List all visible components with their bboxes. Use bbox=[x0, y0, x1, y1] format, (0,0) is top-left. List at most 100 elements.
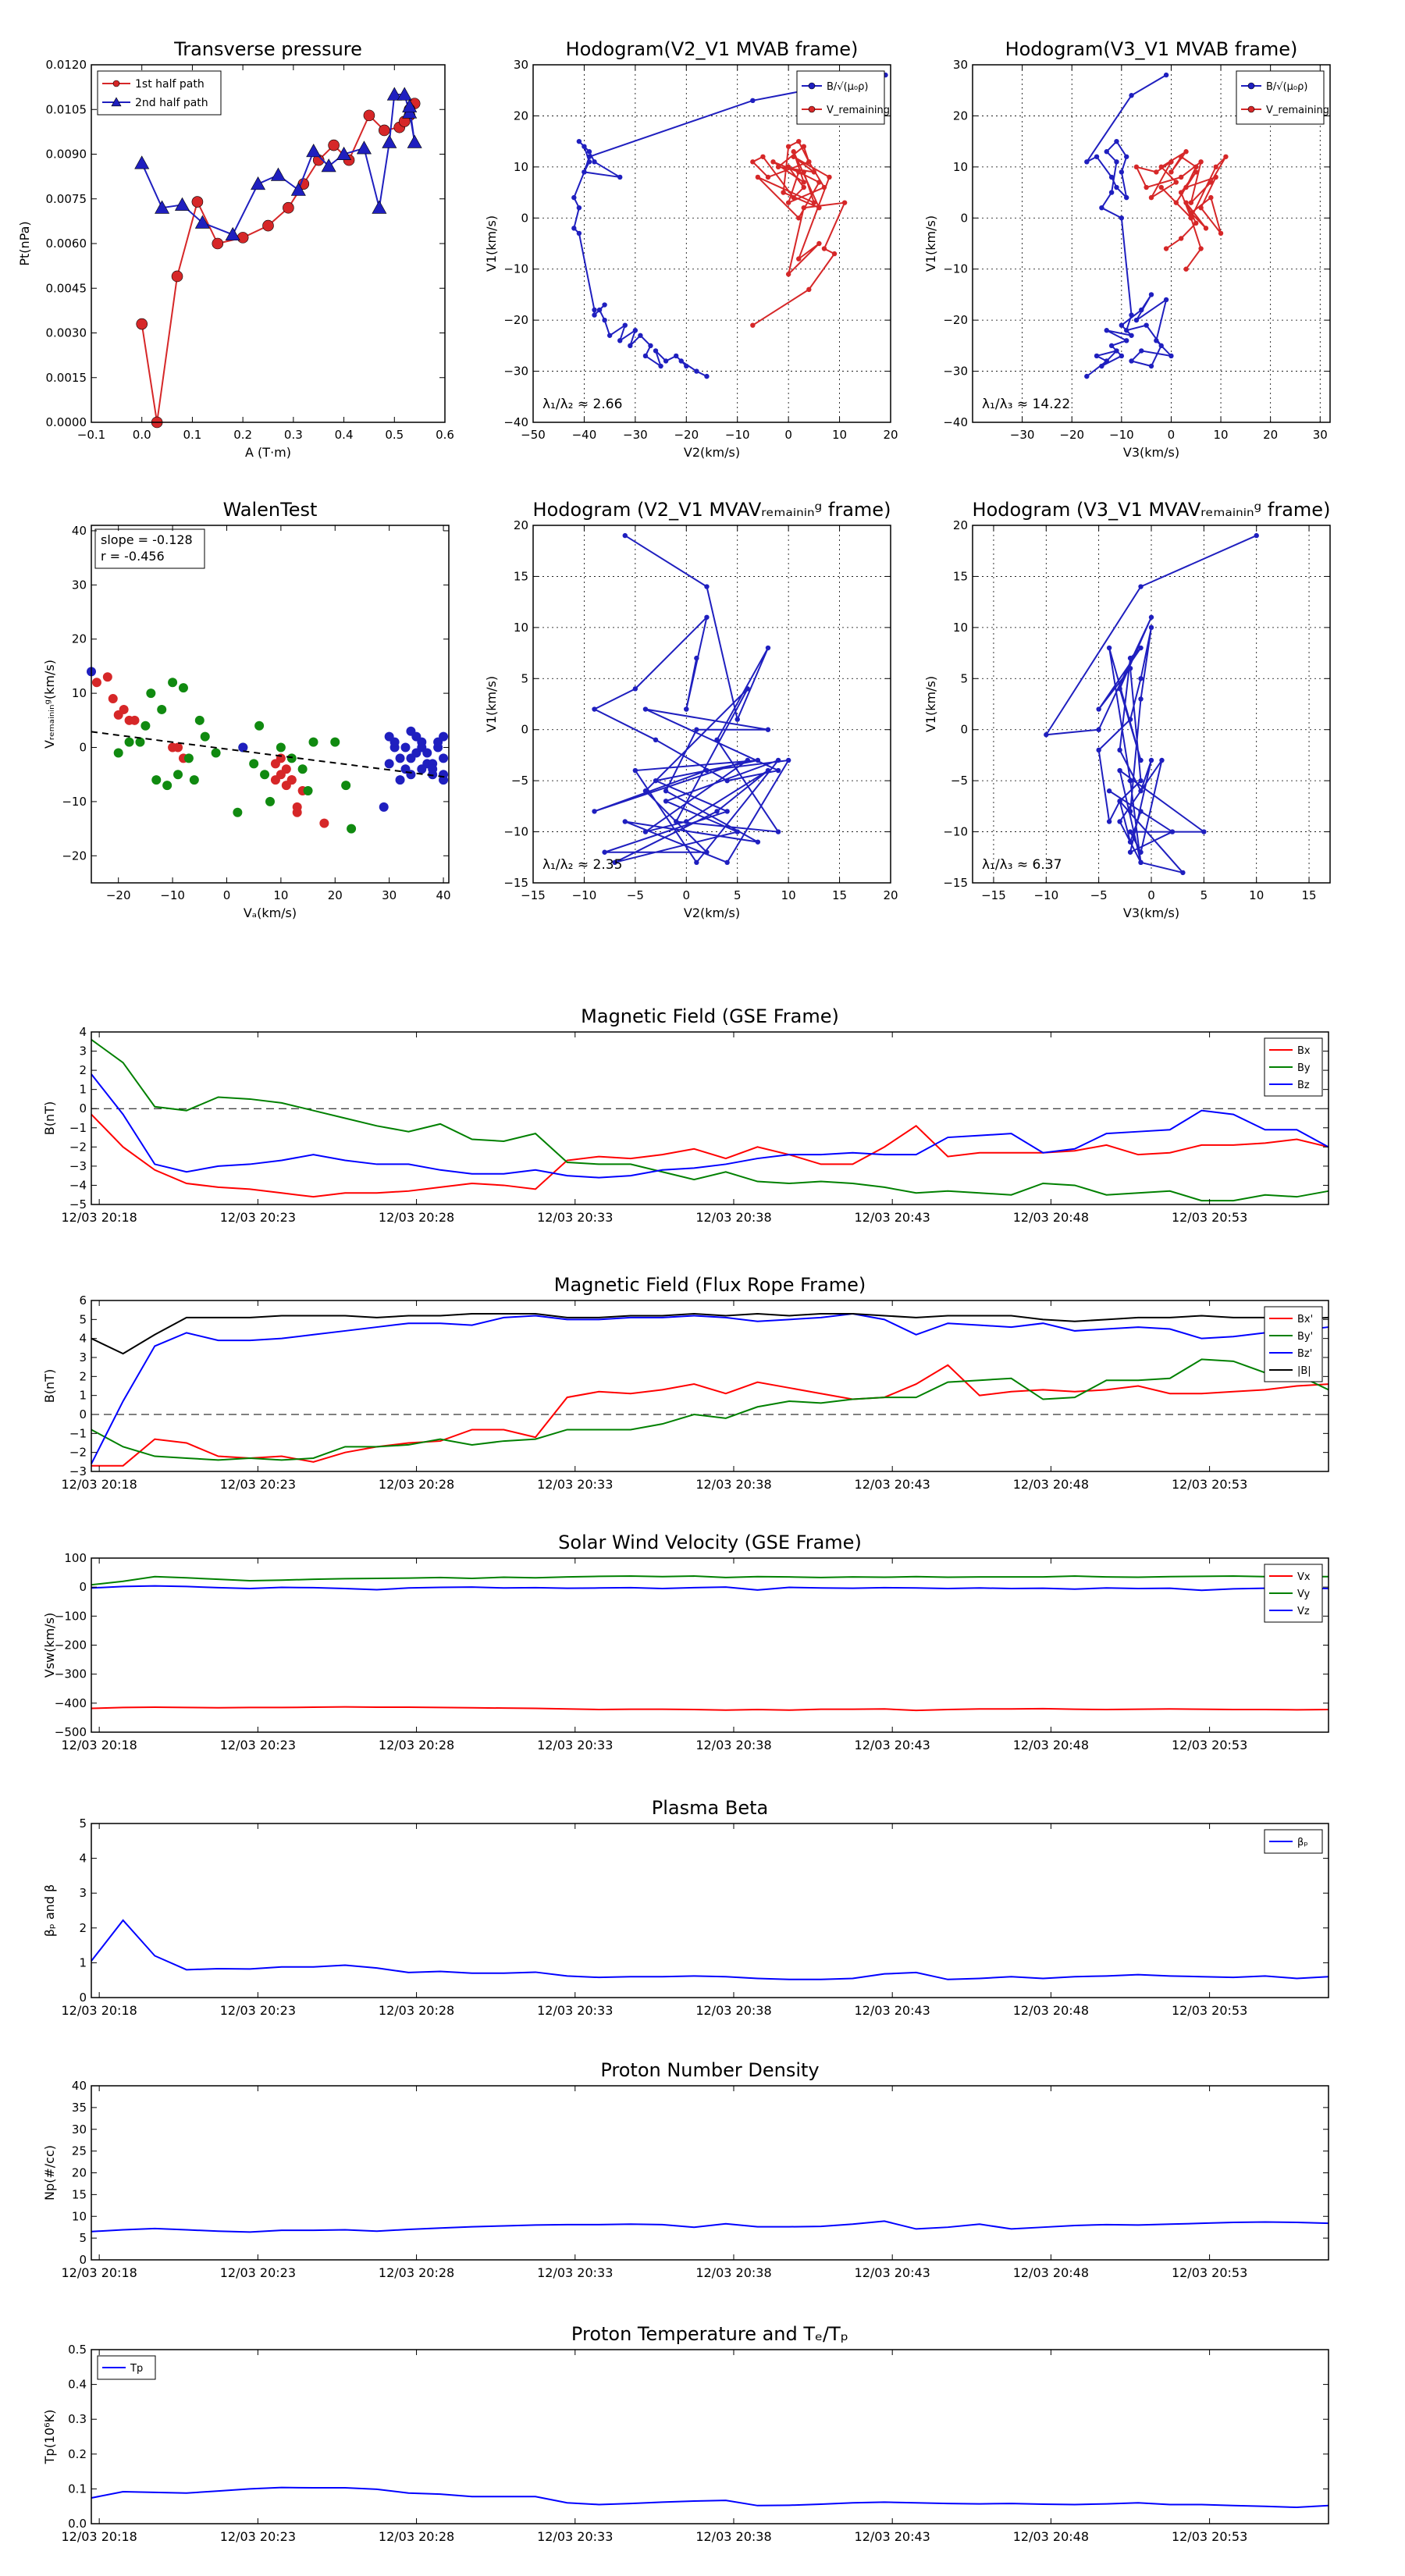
y-tick-label: −300 bbox=[55, 1667, 87, 1681]
series-point bbox=[750, 159, 756, 165]
data-point bbox=[191, 196, 204, 208]
series-point bbox=[1129, 93, 1134, 98]
x-tick-label: 12/03 20:33 bbox=[537, 2003, 613, 2018]
y-tick-label: 30 bbox=[72, 578, 87, 592]
series-point bbox=[694, 655, 699, 661]
series-point bbox=[1123, 328, 1129, 333]
series-point bbox=[602, 849, 607, 855]
data-point bbox=[306, 144, 322, 158]
series-point bbox=[1208, 180, 1214, 185]
y-tick-label: 0 bbox=[79, 741, 87, 755]
series-point bbox=[1129, 312, 1134, 318]
series-point bbox=[1163, 246, 1169, 251]
series-point bbox=[704, 373, 710, 379]
data-point bbox=[112, 80, 120, 87]
y-tick-label: 5 bbox=[79, 1312, 87, 1326]
series-point bbox=[1180, 870, 1186, 876]
series-point bbox=[1127, 717, 1133, 722]
y-axis-label: B(nT) bbox=[42, 1101, 57, 1135]
y-tick-label: 0.0090 bbox=[46, 148, 87, 162]
chart-vsw: 12/03 20:18 12/03 20:23 12/03 20:28 12/03 2… bbox=[42, 1532, 1329, 1752]
series-point bbox=[796, 256, 802, 262]
series-point bbox=[806, 159, 812, 165]
series-point bbox=[1213, 164, 1218, 170]
series-point bbox=[1178, 236, 1184, 241]
series-point bbox=[571, 226, 577, 231]
chart-title: Hodogram (V3_V1 MVAVᵣₑₘₐᵢₙᵢₙᵍ frame) bbox=[973, 499, 1331, 521]
series-point bbox=[1138, 788, 1144, 794]
x-tick-label: 12/03 20:43 bbox=[855, 1477, 930, 1492]
chart-walen: slope = -0.128 r = -0.456 −20 −10 0 10 20 30 40 −… bbox=[42, 499, 451, 920]
scatter-point bbox=[395, 775, 405, 785]
scatter-point bbox=[281, 764, 291, 774]
series-point bbox=[571, 194, 577, 201]
scatter-point bbox=[173, 770, 183, 780]
y-tick-label: 0 bbox=[79, 1991, 87, 2005]
chart-beta: 12/03 20:18 12/03 20:23 12/03 20:28 12/03 2… bbox=[42, 1797, 1329, 2018]
series-point bbox=[674, 353, 679, 359]
y-tick-label: −3 bbox=[69, 1464, 87, 1478]
y-tick-label: 2 bbox=[79, 1063, 87, 1077]
y-tick-label: 20 bbox=[953, 518, 968, 532]
x-tick-label: 12/03 20:28 bbox=[379, 1738, 454, 1752]
chart-bgse: 12/03 20:18 12/03 20:23 12/03 20:28 12/03 2… bbox=[42, 1005, 1329, 1225]
y-tick-label: 0.0000 bbox=[46, 415, 87, 429]
data-point bbox=[808, 105, 816, 113]
y-tick-label: 2 bbox=[79, 1369, 87, 1383]
series-point bbox=[1218, 230, 1224, 237]
y-tick-label: −2 bbox=[69, 1140, 87, 1154]
y-tick-label: 0.0015 bbox=[46, 371, 87, 385]
series-point bbox=[1133, 164, 1140, 170]
series-point bbox=[750, 98, 756, 103]
y-tick-label: −5 bbox=[951, 774, 968, 788]
series-point bbox=[1193, 220, 1199, 226]
data-point bbox=[171, 270, 183, 283]
y-tick-label: 20 bbox=[514, 109, 528, 123]
chart-bfr: 12/03 20:18 12/03 20:23 12/03 20:28 12/03 2… bbox=[42, 1274, 1329, 1492]
scatter-point bbox=[286, 775, 297, 785]
y-tick-label: −20 bbox=[62, 849, 87, 863]
y-tick-label: −5 bbox=[511, 774, 528, 788]
series-point bbox=[1127, 839, 1133, 845]
legend-label: 2nd half path bbox=[135, 97, 208, 109]
plot-frame bbox=[532, 64, 891, 423]
scatter-point bbox=[238, 742, 248, 753]
x-tick-label: 12/03 20:28 bbox=[379, 2265, 454, 2280]
series-point bbox=[1188, 215, 1194, 221]
legend: B/√(μ₀ρ) V_remaining bbox=[796, 70, 890, 125]
legend-label: Bx' bbox=[1297, 1314, 1313, 1325]
y-tick-label: −1 bbox=[69, 1121, 87, 1135]
series-point bbox=[785, 144, 791, 149]
series-line bbox=[91, 1585, 1329, 1592]
series-point bbox=[592, 159, 597, 165]
fit-line bbox=[91, 731, 450, 779]
data-point bbox=[251, 176, 266, 190]
series-point bbox=[1138, 676, 1144, 681]
y-tick-label: −500 bbox=[55, 1725, 87, 1739]
series-point bbox=[1127, 655, 1133, 661]
series-point bbox=[1188, 200, 1194, 205]
y-tick-label: 0.1 bbox=[68, 2482, 87, 2496]
y-tick-label: 5 bbox=[960, 671, 968, 685]
series-point bbox=[1178, 154, 1184, 159]
series-line bbox=[1044, 535, 1257, 874]
chart-tp: 12/03 20:18 12/03 20:23 12/03 20:28 12/03 2… bbox=[42, 2323, 1329, 2544]
series-point bbox=[1114, 184, 1119, 190]
series-point bbox=[1123, 338, 1129, 343]
chart-title: Hodogram(V2_V1 MVAB frame) bbox=[566, 38, 859, 60]
y-tick-label: 2 bbox=[79, 1921, 87, 1935]
series-point bbox=[811, 200, 817, 205]
y-tick-label: 0.3 bbox=[68, 2412, 87, 2426]
y-tick-label: 5 bbox=[79, 2231, 87, 2245]
y-tick-label: 3 bbox=[79, 1350, 87, 1364]
x-tick-label: 0.5 bbox=[385, 428, 404, 442]
series-point bbox=[684, 819, 689, 824]
series-point bbox=[1114, 138, 1119, 144]
y-tick-label: 0.0045 bbox=[46, 281, 87, 295]
stats-line: slope = -0.128 bbox=[101, 532, 193, 547]
series-point bbox=[785, 164, 791, 170]
series-point bbox=[724, 777, 730, 784]
y-tick-label: 0.2 bbox=[68, 2447, 87, 2461]
scatter-point bbox=[406, 753, 416, 763]
x-tick-label: 12/03 20:48 bbox=[1013, 1210, 1089, 1225]
